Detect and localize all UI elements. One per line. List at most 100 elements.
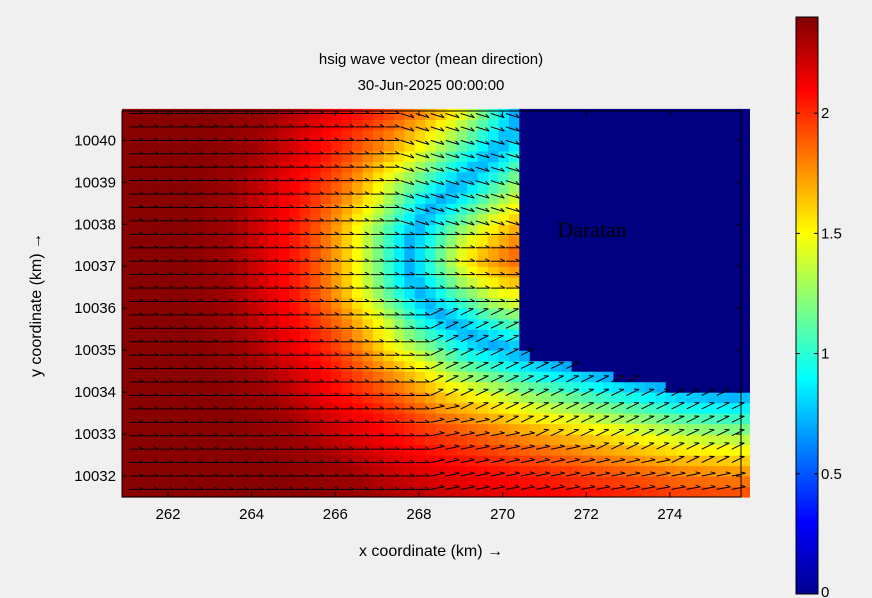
heatmap-cell: [174, 234, 186, 246]
heatmap-cell: [435, 308, 447, 320]
wave-arrow: [280, 191, 295, 195]
heatmap-cell: [519, 192, 531, 204]
heatmap-cell: [195, 360, 207, 372]
wave-arrow: [445, 298, 460, 302]
heatmap-cell: [561, 108, 573, 120]
wave-arrow: [415, 220, 430, 226]
heatmap-cell: [686, 455, 698, 467]
wave-arrow: [370, 124, 385, 128]
heatmap-cell: [289, 308, 301, 320]
heatmap-cell: [498, 434, 510, 446]
heatmap-cell: [623, 297, 635, 309]
wave-arrow: [445, 334, 459, 343]
heatmap-cell: [456, 129, 468, 141]
heatmap-cell: [320, 329, 332, 341]
heatmap-cell: [414, 381, 426, 393]
heatmap-cell: [278, 150, 290, 162]
heatmap-cell: [644, 213, 656, 225]
wave-arrow: [219, 298, 235, 302]
colorbar-tick-label: 2: [821, 105, 829, 122]
heatmap-cell: [247, 360, 259, 372]
heatmap-cell: [686, 476, 698, 488]
heatmap-cell: [122, 287, 134, 299]
heatmap-cell: [299, 203, 311, 215]
wave-arrow: [189, 258, 205, 262]
heatmap-cell: [184, 434, 196, 446]
wave-arrow: [189, 419, 205, 423]
heatmap-cell: [519, 371, 531, 383]
heatmap-cell: [216, 297, 228, 309]
heatmap-cell: [163, 434, 175, 446]
heatmap-cell: [508, 213, 520, 225]
wave-arrow: [219, 231, 235, 235]
heatmap-cell: [435, 161, 447, 173]
heatmap-cell: [728, 423, 740, 435]
heatmap-cell: [289, 465, 301, 477]
heatmap-cell: [707, 350, 719, 362]
heatmap-cell: [174, 392, 186, 404]
heatmap-cell: [519, 297, 531, 309]
heatmap-cell: [592, 276, 604, 288]
heatmap-cell: [540, 234, 552, 246]
heatmap-cell: [718, 140, 730, 152]
wave-arrow: [656, 428, 670, 437]
heatmap-cell: [174, 402, 186, 414]
heatmap-cell: [257, 129, 269, 141]
heatmap-cell: [414, 287, 426, 299]
heatmap-cell: [582, 287, 594, 299]
wave-arrow: [370, 137, 385, 141]
heatmap-cell: [508, 329, 520, 341]
wave-arrow: [144, 365, 159, 370]
wave-arrow: [475, 431, 490, 437]
heatmap-cell: [404, 171, 416, 183]
heatmap-cell: [362, 129, 374, 141]
heatmap-cell: [393, 476, 405, 488]
wave-arrow: [189, 325, 205, 329]
heatmap-cell: [634, 486, 646, 498]
wave-arrow: [505, 113, 520, 119]
heatmap-cell: [435, 129, 447, 141]
heatmap-cell: [257, 308, 269, 320]
heatmap-cell: [341, 455, 353, 467]
heatmap-cell: [519, 392, 531, 404]
heatmap-cell: [362, 486, 374, 498]
wave-arrow: [475, 113, 490, 119]
heatmap-cell: [655, 360, 667, 372]
heatmap-cell: [425, 192, 437, 204]
heatmap-cell: [393, 287, 405, 299]
heatmap-cell: [477, 329, 489, 341]
wave-arrow: [265, 244, 280, 249]
heatmap-cell: [142, 381, 154, 393]
heatmap-cell: [467, 192, 479, 204]
heatmap-cell: [446, 276, 458, 288]
heatmap-cell: [195, 329, 207, 341]
heatmap-cell: [205, 413, 217, 425]
heatmap-cell: [404, 192, 416, 204]
wave-arrow: [385, 191, 400, 195]
heatmap-cell: [414, 129, 426, 141]
heatmap-cell: [456, 413, 468, 425]
heatmap-cell: [456, 182, 468, 194]
heatmap-cell: [602, 413, 615, 425]
heatmap-cell: [550, 297, 562, 309]
heatmap-cell: [331, 381, 343, 393]
heatmap-cell: [425, 413, 437, 425]
heatmap-cell: [163, 318, 175, 330]
heatmap-cell: [676, 465, 688, 477]
heatmap-cell: [132, 360, 144, 372]
wave-arrow: [129, 406, 144, 410]
heatmap-cell: [582, 255, 594, 267]
wave-arrow: [701, 455, 715, 464]
heatmap-cell: [446, 266, 458, 278]
heatmap-cell: [237, 297, 249, 309]
wave-arrow: [234, 204, 250, 208]
heatmap-cell: [352, 234, 364, 246]
heatmap-cell: [257, 476, 269, 488]
wave-arrow: [265, 285, 280, 289]
heatmap-cell: [383, 308, 395, 320]
heatmap-cell: [676, 434, 688, 446]
wave-arrow: [340, 365, 355, 370]
heatmap-cell: [644, 224, 656, 236]
wave-arrow: [490, 153, 505, 159]
heatmap-cell: [289, 413, 301, 425]
